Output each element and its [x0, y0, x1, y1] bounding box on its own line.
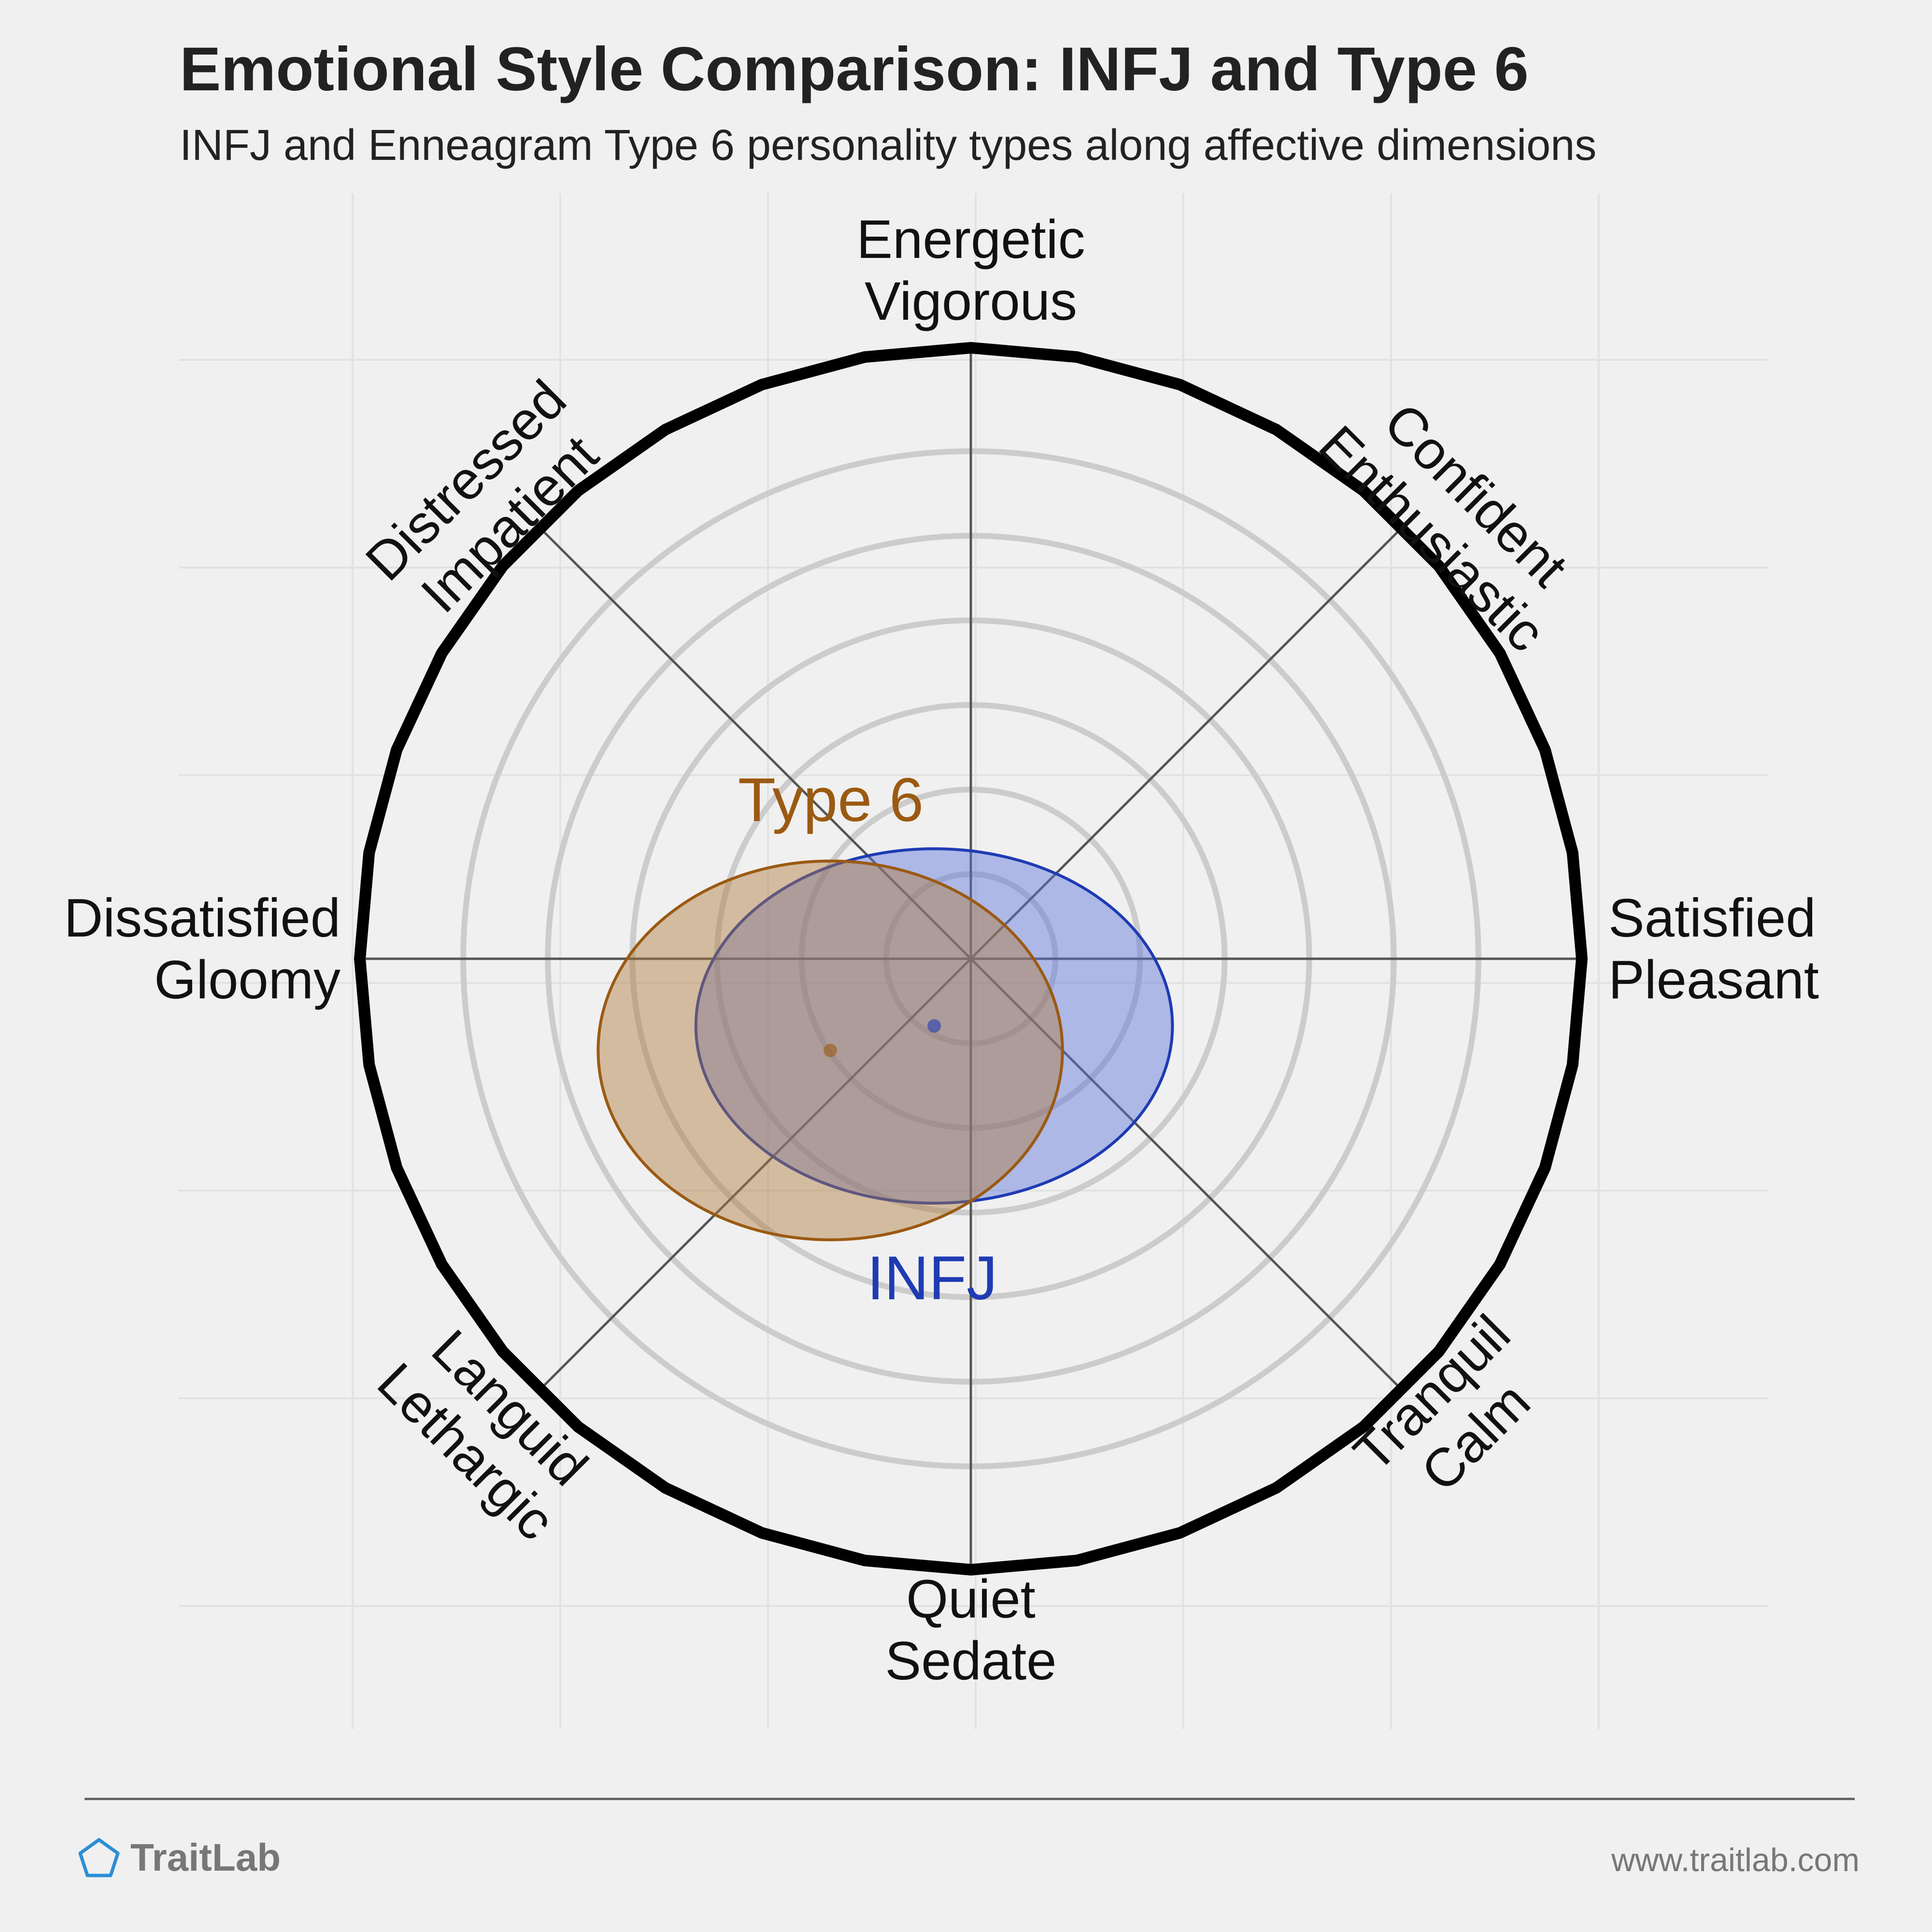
outer-circle	[354, 341, 1588, 1576]
point-infj	[927, 1019, 941, 1033]
axis-label-down-right: TranquilCalm	[1342, 1304, 1565, 1527]
spoke-down-right	[538, 526, 1404, 1392]
brand: TraitLab	[77, 1835, 281, 1880]
point-type-6	[824, 1043, 838, 1057]
outer-boundary	[354, 341, 1588, 1576]
axis-label-right: Satisfied Pleasant	[1608, 888, 1819, 1010]
axis-label-line: Satisfied	[1608, 888, 1816, 948]
background-grid	[179, 193, 1768, 1729]
series-label-infj: INFJ	[867, 1244, 997, 1313]
axis-label-line: Dissatisfied	[64, 888, 341, 948]
axis-label-down: Quiet Sedate	[885, 1569, 1057, 1691]
axis-label-line: Quiet	[906, 1569, 1036, 1629]
axis-label-line: Gloomy	[154, 950, 341, 1010]
footer-divider	[85, 1798, 1855, 1800]
axis-label-line: Sedate	[885, 1631, 1057, 1691]
series-label-type-6: Type 6	[738, 766, 923, 835]
site-url: www.traitlab.com	[1611, 1842, 1860, 1878]
chart-subtitle: INFJ and Enneagram Type 6 personality ty…	[180, 121, 1597, 170]
series-ellipses	[597, 847, 1174, 1241]
brand-name: TraitLab	[130, 1836, 281, 1879]
axis-label-down-left: LanguidLethargic	[366, 1307, 610, 1551]
axis-label-left: Dissatisfied Gloomy	[64, 888, 341, 1010]
axis-label-line: Vigorous	[865, 271, 1077, 331]
axis-label-up: Energetic Vigorous	[856, 209, 1085, 331]
axis-label-line: Energetic	[856, 209, 1085, 270]
axis-label-line: Pleasant	[1608, 950, 1819, 1010]
pentagon-icon	[78, 1838, 120, 1877]
chart-title: Emotional Style Comparison: INFJ and Typ…	[180, 35, 1529, 104]
series-labels: INFJ Type 6	[738, 766, 997, 1313]
axis-spokes	[360, 348, 1582, 1570]
